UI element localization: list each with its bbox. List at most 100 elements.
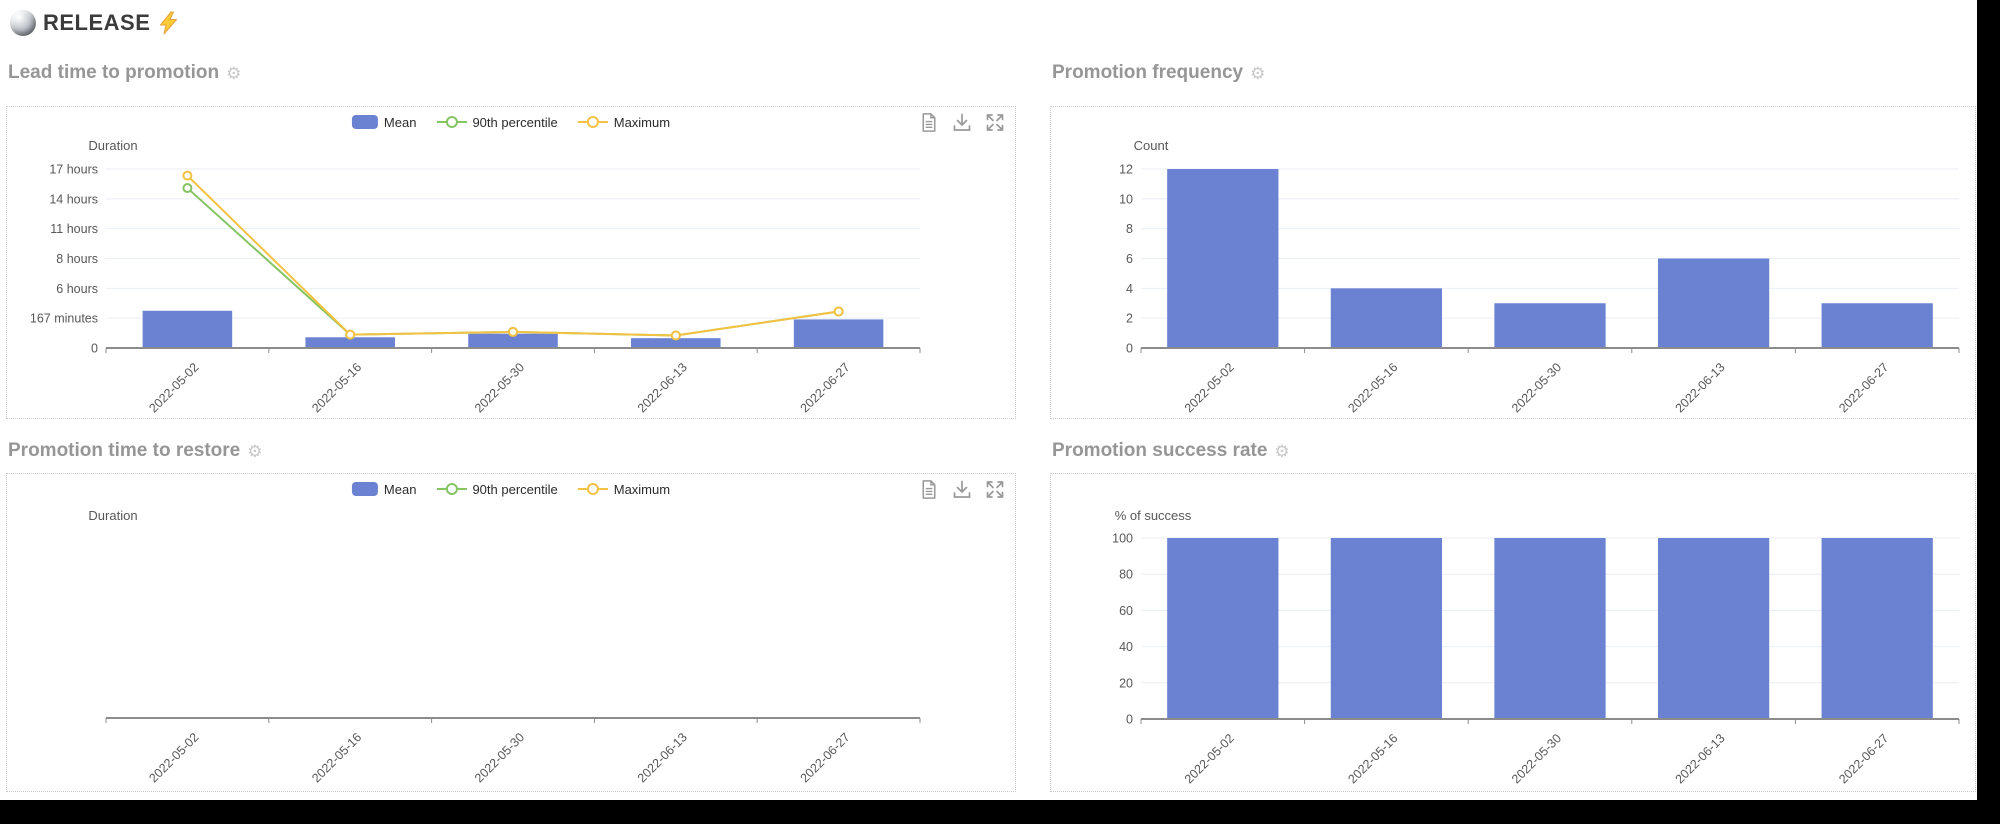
legend-circle [586, 483, 599, 495]
legend-swatch [577, 482, 608, 496]
bar[interactable] [1821, 303, 1933, 348]
x-tick-label: 2022-06-27 [798, 730, 853, 785]
data-point[interactable] [182, 183, 193, 194]
panel-success-rate: % of success 0 20 40 60 80 100 2022-05-02 2022-0… [1050, 473, 1976, 792]
legend-swatch [436, 482, 467, 496]
legend-circle [445, 116, 458, 128]
x-tick-label: 2022-06-13 [635, 730, 690, 785]
expand-icon[interactable] [985, 112, 1005, 133]
x-tick-label: 2022-05-30 [472, 360, 527, 415]
legend-swatch [351, 482, 378, 496]
time-to-restore-chart: Duration 2022-05-02 2022-05-16 2022-05-30 20… [88, 508, 921, 785]
x-tick-label: 2022-05-16 [309, 360, 364, 415]
bar[interactable] [1167, 169, 1279, 348]
x-tick-label: 2022-05-30 [1509, 360, 1564, 415]
legend-label: Maximum [613, 481, 671, 497]
chart-toolbar [919, 112, 1005, 133]
section-title-text: Promotion time to restore [8, 440, 241, 461]
legend-item-mean[interactable]: Mean [351, 115, 416, 130]
y-tick-label: 17 hours [49, 163, 98, 177]
gear-icon[interactable]: ⚙ [1250, 63, 1266, 83]
x-tick-label: 2022-05-30 [1509, 731, 1564, 786]
page-header: RELEASE [10, 8, 181, 38]
bar[interactable] [1821, 538, 1933, 719]
legend-item-90th-percentile[interactable]: 90th percentile [436, 481, 558, 497]
y-axis-title: Duration [88, 138, 137, 153]
x-tick-label: 2022-05-02 [146, 730, 201, 785]
series-line-90th-percentile[interactable] [186, 187, 839, 337]
bar[interactable] [793, 319, 884, 348]
bar[interactable] [1657, 538, 1770, 719]
bar[interactable] [1657, 258, 1770, 349]
data-point[interactable] [670, 330, 681, 341]
y-tick-label: 10 [1119, 192, 1133, 206]
gear-icon[interactable]: ⚙ [1274, 441, 1290, 461]
x-tick-label: 2022-05-30 [472, 730, 527, 785]
file-icon[interactable] [919, 479, 939, 500]
x-tick-label: 2022-05-16 [1345, 731, 1400, 786]
bar[interactable] [1330, 288, 1443, 348]
legend-circle [586, 116, 599, 128]
y-tick-label: 2 [1126, 312, 1133, 326]
legend-label: Mean [383, 481, 417, 497]
y-tick-label: 6 hours [56, 282, 98, 296]
chart-legend: Mean 90th percentile Maximum [351, 478, 671, 500]
x-tick-label: 2022-06-27 [1836, 360, 1891, 415]
app-canvas: RELEASE Lead time to promotion ⚙ Promoti… [0, 0, 1977, 800]
series-line-maximum[interactable] [186, 174, 839, 337]
data-point[interactable] [833, 306, 844, 317]
y-axis-title: Duration [88, 508, 137, 523]
bar[interactable] [1494, 538, 1606, 719]
legend-label: 90th percentile [472, 481, 558, 497]
y-tick-label: 11 hours [50, 222, 98, 236]
x-tick-label: 2022-06-13 [1673, 731, 1728, 786]
data-point[interactable] [182, 170, 193, 181]
section-title-promotion-frequency: Promotion frequency ⚙ [1052, 62, 1265, 84]
gear-icon[interactable]: ⚙ [247, 441, 263, 461]
sphere-logo [10, 10, 36, 36]
y-axis-title: % of success [1115, 508, 1192, 523]
y-tick-label: 8 [1126, 222, 1133, 236]
section-title-text: Lead time to promotion [8, 62, 220, 83]
x-tick-label: 2022-06-27 [1836, 731, 1891, 786]
expand-icon[interactable] [985, 479, 1005, 500]
file-icon[interactable] [919, 112, 939, 133]
y-tick-label: 80 [1119, 568, 1133, 582]
y-tick-label: 167 minutes [30, 312, 98, 326]
panel-lead-time: Mean 90th percentile Maximum Duration 0 167 … [6, 106, 1016, 419]
y-tick-label: 0 [1126, 342, 1133, 356]
gear-icon[interactable]: ⚙ [226, 63, 242, 83]
section-title-lead-time: Lead time to promotion ⚙ [8, 62, 241, 84]
y-tick-label: 0 [1126, 713, 1133, 727]
bar[interactable] [631, 338, 721, 348]
bar[interactable] [1494, 303, 1606, 348]
data-point[interactable] [508, 326, 518, 337]
bar[interactable] [1167, 538, 1279, 719]
y-tick-label: 100 [1112, 532, 1133, 546]
legend-circle [445, 483, 458, 495]
legend-item-90th-percentile[interactable]: 90th percentile [436, 115, 558, 130]
legend-item-maximum[interactable]: Maximum [577, 115, 670, 130]
y-tick-label: 12 [1119, 163, 1133, 177]
bar[interactable] [305, 337, 395, 348]
x-tick-label: 2022-05-02 [146, 360, 201, 415]
legend-item-maximum[interactable]: Maximum [577, 481, 671, 497]
x-tick-label: 2022-05-02 [1182, 360, 1237, 415]
legend-swatch [577, 115, 608, 129]
x-tick-label: 2022-06-13 [1673, 360, 1728, 415]
y-tick-label: 40 [1119, 640, 1133, 654]
download-icon[interactable] [952, 112, 972, 133]
panel-time-to-restore: Mean 90th percentile Maximum Duration 2022-… [6, 473, 1016, 792]
x-tick-label: 2022-05-16 [1345, 360, 1400, 415]
legend-swatch [436, 115, 467, 129]
data-point[interactable] [345, 329, 356, 340]
bar[interactable] [1330, 538, 1443, 719]
x-tick-label: 2022-05-02 [1182, 731, 1237, 786]
section-title-text: Promotion frequency [1052, 62, 1244, 83]
section-title-text: Promotion success rate [1052, 440, 1268, 461]
bar[interactable] [142, 310, 233, 348]
y-tick-label: 20 [1119, 676, 1133, 690]
legend-item-mean[interactable]: Mean [351, 481, 417, 497]
bar[interactable] [468, 333, 558, 348]
download-icon[interactable] [952, 479, 972, 500]
